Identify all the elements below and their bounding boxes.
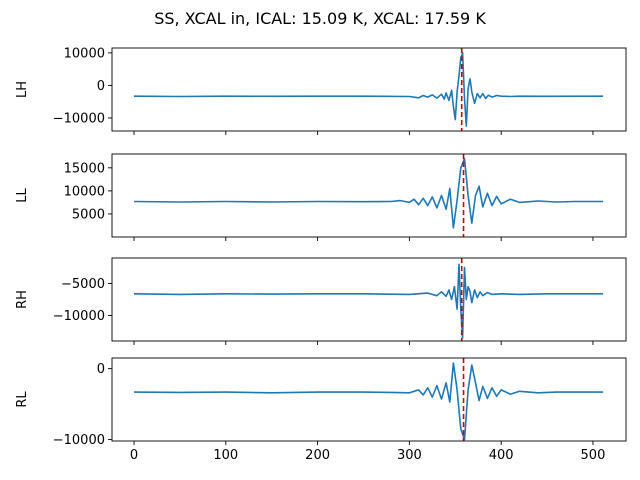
series-line: [133, 157, 604, 229]
x-tick-label: 500: [581, 448, 606, 463]
x-tick-label: 300: [397, 448, 422, 463]
y-tick-label: 15000: [64, 161, 105, 176]
axes-frame: [111, 257, 627, 342]
y-tick-label: 5000: [72, 207, 105, 222]
axes-frame: [111, 153, 627, 238]
y-tick-label: −5000: [61, 277, 105, 292]
y-axis-label: LH: [15, 81, 30, 98]
subplot-rh: −5000 −10000 RH: [15, 257, 627, 345]
y-tick-label: 10000: [64, 46, 105, 61]
y-tick-label: 0: [97, 362, 105, 377]
y-tick-label: −10000: [53, 309, 105, 324]
y-tick-label: −10000: [53, 433, 105, 448]
y-tick-label: −10000: [53, 111, 105, 126]
y-tick-label: 10000: [64, 184, 105, 199]
chart-title: SS, XCAL in, ICAL: 15.09 K, XCAL: 17.59 …: [154, 9, 486, 28]
x-tick-label: 0: [130, 448, 138, 463]
x-tick-label: 200: [305, 448, 330, 463]
subplot-ll: 15000 10000 5000 LL: [15, 153, 627, 241]
y-axis-label: RL: [15, 391, 30, 408]
x-tick-label: 400: [489, 448, 514, 463]
axes-frame: [111, 47, 627, 132]
x-tick-label: 100: [213, 448, 238, 463]
series-line: [133, 52, 604, 127]
subplot-rl: 0 −10000 RL 0 100 200 300 400 500: [15, 357, 627, 463]
y-axis-label: RH: [15, 290, 30, 309]
axes-frame: [111, 357, 627, 442]
subplots: 100000−10000LH15000100005000LL−5000−1000…: [15, 46, 627, 463]
subplot-lh: 10000 0 −10000 LH: [15, 46, 627, 135]
y-axis-label: LL: [15, 188, 30, 203]
series-line: [133, 263, 604, 339]
y-tick-label: 0: [97, 79, 105, 94]
series-line: [133, 362, 604, 441]
